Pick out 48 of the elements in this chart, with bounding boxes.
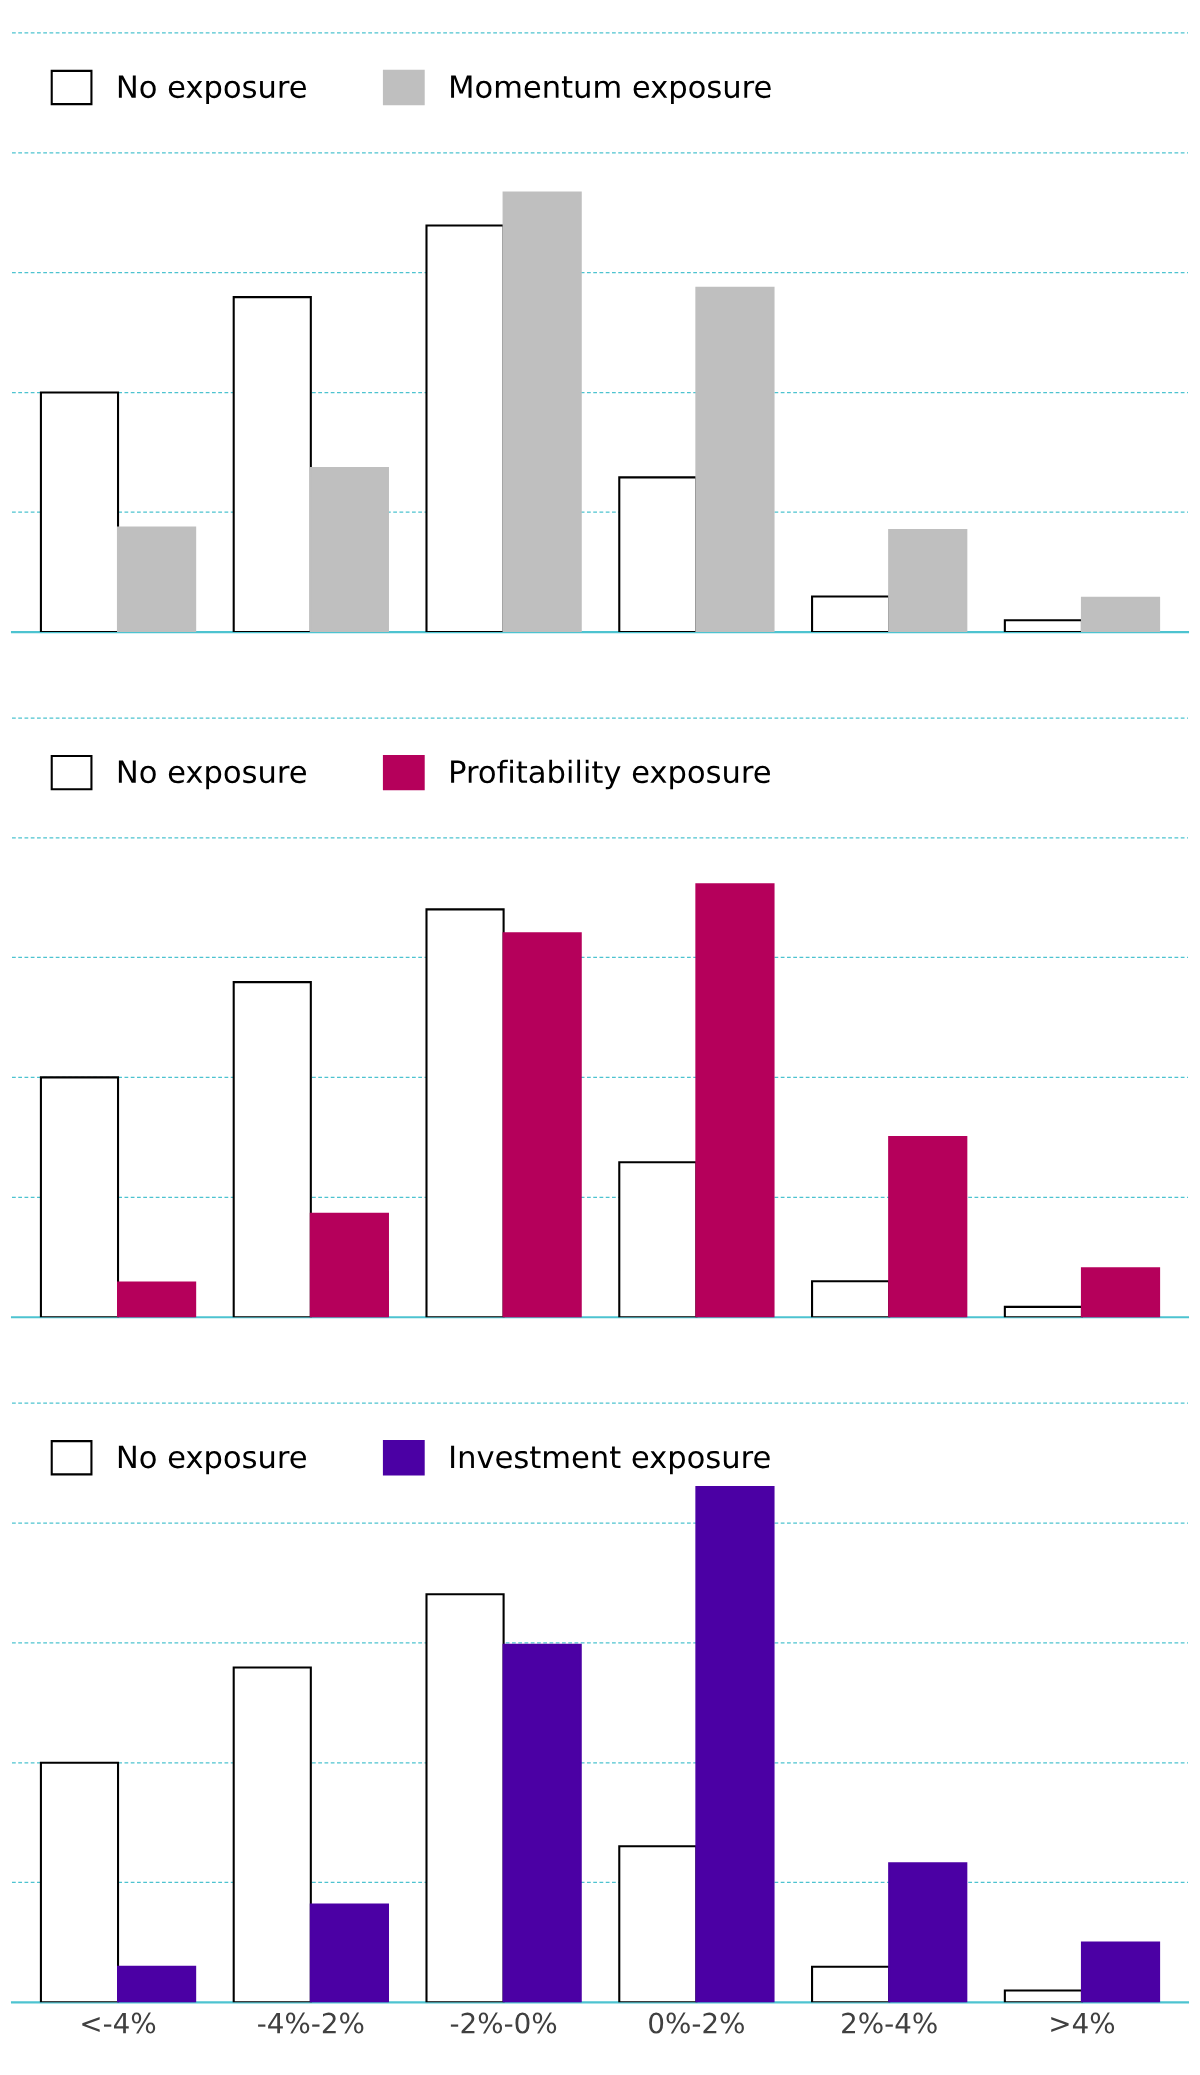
bar xyxy=(618,1161,698,1318)
bar xyxy=(116,526,197,633)
x-tick-label: 0%-2% xyxy=(649,2012,744,2034)
x-tick-label: -4%-2% xyxy=(258,2012,364,2034)
bar xyxy=(888,1862,968,2003)
bar xyxy=(618,476,698,633)
bar xyxy=(1080,1267,1161,1318)
bar xyxy=(695,883,775,1318)
bar xyxy=(695,1486,775,2003)
bar xyxy=(39,1761,120,2003)
bar xyxy=(1080,596,1161,633)
bar xyxy=(425,224,505,633)
bar xyxy=(39,391,120,633)
bar xyxy=(502,191,582,633)
legend-label: Profitability exposure xyxy=(451,759,770,790)
bar xyxy=(811,1280,891,1318)
bar xyxy=(425,908,505,1318)
bar xyxy=(116,1965,197,2003)
bar xyxy=(425,1593,505,2003)
bar xyxy=(116,1281,197,1318)
bar xyxy=(309,467,389,633)
bar xyxy=(695,286,775,633)
legend-label: No exposure xyxy=(118,1445,306,1475)
bar xyxy=(888,1136,968,1318)
bar xyxy=(618,1845,698,2003)
x-tick-label: 2%-4% xyxy=(842,2012,937,2034)
bar xyxy=(309,1212,389,1318)
legend-label: Momentum exposure xyxy=(451,75,771,105)
bar xyxy=(309,1903,389,2003)
bar xyxy=(502,1643,582,2003)
bar xyxy=(888,529,968,633)
x-tick-label: -2%-0% xyxy=(450,2012,557,2034)
bar xyxy=(1003,1305,1084,1318)
bar xyxy=(502,932,582,1318)
bar xyxy=(232,1666,312,2003)
x-tick-label: >4% xyxy=(1051,2012,1115,2034)
legend-label: No exposure xyxy=(118,760,306,790)
bar xyxy=(1080,1941,1161,2003)
bar xyxy=(1003,619,1084,633)
legend-label: Investment exposure xyxy=(451,1445,770,1475)
bar xyxy=(39,1076,120,1318)
bar xyxy=(811,595,891,633)
bar xyxy=(811,1965,891,2003)
legend-label: No exposure xyxy=(118,75,306,105)
bar xyxy=(232,981,312,1318)
x-tick-label: <-4% xyxy=(82,2012,156,2034)
bar xyxy=(232,296,312,633)
bar xyxy=(1003,1989,1084,2003)
